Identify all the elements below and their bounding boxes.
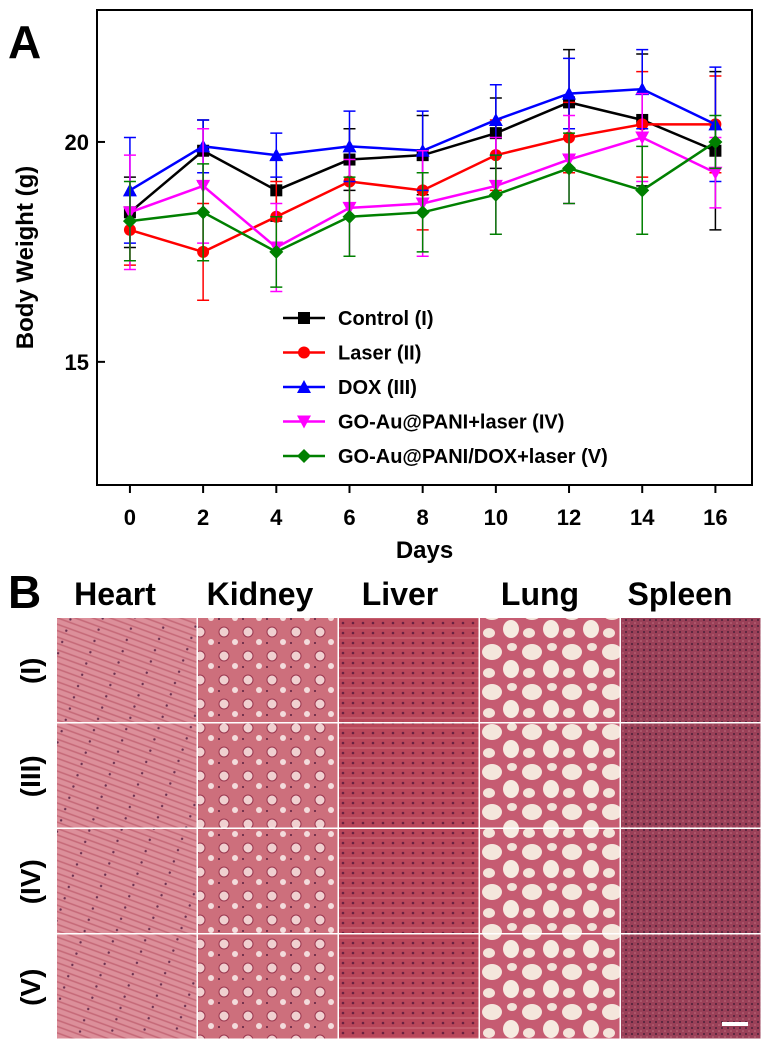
marker (708, 134, 723, 149)
micrograph (480, 723, 620, 828)
micrograph (57, 618, 197, 722)
column-label: Heart (74, 576, 156, 612)
micrograph (198, 618, 338, 722)
legend-label: Control (I) (338, 308, 434, 330)
marker (269, 244, 284, 259)
column-label: Kidney (207, 576, 314, 612)
micrograph (198, 934, 338, 1039)
chart: A 15 20 0 2 4 6 8 10 12 14 16 Days Body Weight (g) Con… (8, 9, 753, 564)
micrograph (339, 829, 479, 933)
row-label: (I) (15, 658, 46, 684)
marker (297, 380, 311, 393)
marker (298, 346, 310, 359)
micrograph (621, 723, 761, 828)
marker (269, 148, 284, 162)
micrograph (198, 829, 338, 933)
legend-label: GO-Au@PANI+laser (IV) (338, 412, 564, 434)
legend-label: DOX (III) (338, 377, 417, 399)
marker (415, 205, 430, 220)
row-label: (IV) (15, 859, 46, 904)
legend-label: GO-Au@PANI/DOX+laser (V) (338, 446, 608, 468)
x-tick-label: 12 (557, 505, 581, 530)
y-tick-label: 20 (65, 130, 89, 155)
x-axis-title: Days (396, 537, 453, 564)
x-tick-label: 14 (630, 505, 655, 530)
y-axis-title: Body Weight (g) (12, 166, 39, 350)
row-label: (V) (15, 969, 46, 1006)
micrograph (57, 723, 197, 828)
micrograph (480, 618, 620, 722)
marker (488, 112, 503, 126)
micrograph (339, 934, 479, 1039)
micrograph (198, 723, 338, 828)
micrograph (57, 934, 197, 1039)
x-tick-label: 16 (703, 505, 727, 530)
y-tick-label: 15 (65, 350, 89, 375)
marker (297, 415, 311, 429)
row-label: (III) (15, 755, 46, 797)
micrograph (621, 829, 761, 933)
marker (708, 166, 723, 180)
marker (562, 86, 577, 100)
plot-frame (96, 9, 753, 486)
marker (122, 214, 137, 229)
column-label: Lung (501, 576, 579, 612)
marker (635, 183, 650, 198)
micrograph (621, 618, 761, 722)
histology-panel: B Heart Kidney Liver Lung Spleen (I) (III) (IV) (… (8, 566, 761, 1039)
x-tick-label: 0 (124, 505, 136, 530)
marker (342, 139, 357, 153)
x-tick-label: 6 (343, 505, 355, 530)
marker (488, 187, 503, 202)
x-tick-label: 10 (484, 505, 508, 530)
micrograph (57, 829, 197, 933)
panel-label: A (8, 16, 41, 68)
micrograph (480, 829, 620, 933)
marker (635, 82, 650, 96)
x-tick-label: 4 (270, 505, 283, 530)
column-label: Liver (362, 576, 438, 612)
marker (342, 209, 357, 224)
marker (635, 131, 650, 145)
marker (562, 161, 577, 176)
panel-label: B (8, 566, 41, 618)
marker (297, 449, 311, 463)
marker (196, 205, 211, 220)
micrograph (339, 618, 479, 722)
x-tick-label: 2 (197, 505, 209, 530)
x-tick-label: 8 (417, 505, 429, 530)
micrograph (339, 723, 479, 828)
marker (298, 312, 310, 324)
column-label: Spleen (628, 576, 733, 612)
micrograph (480, 934, 620, 1039)
micrograph (621, 934, 761, 1039)
legend-label: Laser (II) (338, 343, 421, 365)
